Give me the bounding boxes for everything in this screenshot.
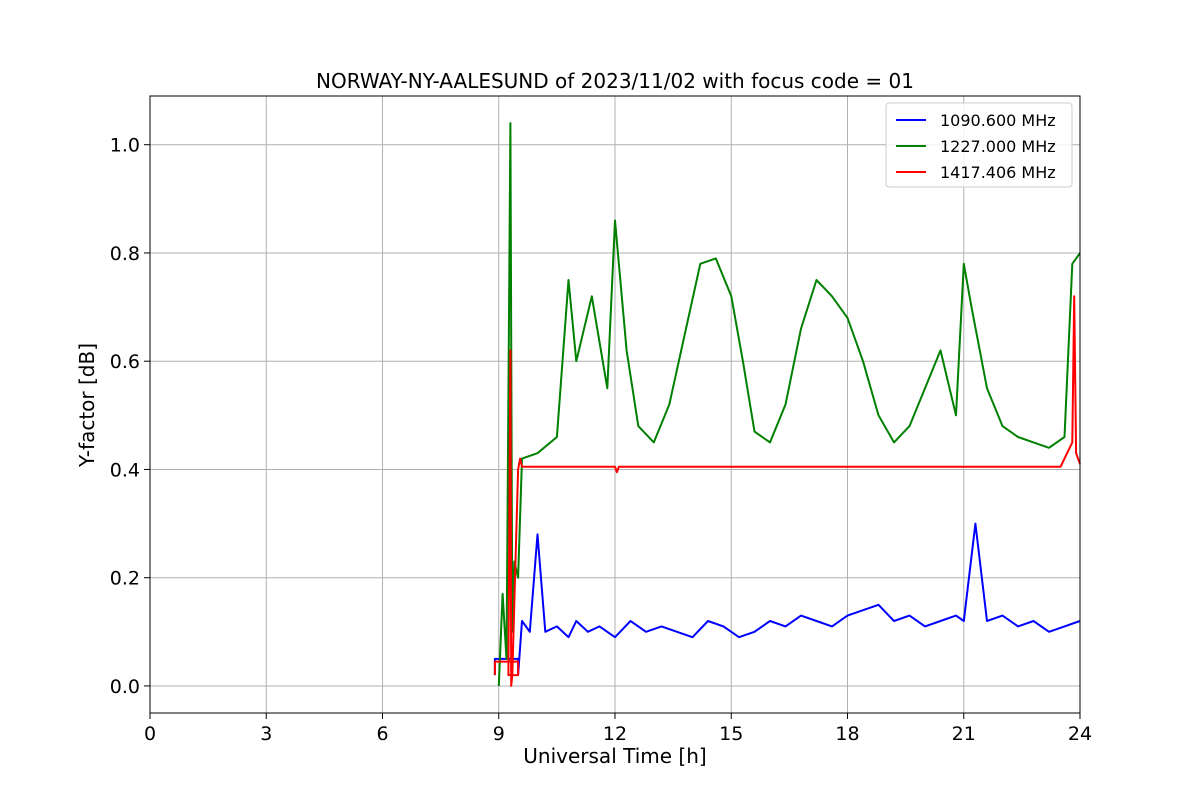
chart-title: NORWAY-NY-AALESUND of 2023/11/02 with fo… — [316, 69, 914, 93]
legend-label: 1417.406 MHz — [940, 163, 1056, 182]
y-axis-label: Y-factor [dB] — [75, 343, 99, 468]
series-line-1 — [493, 522, 1081, 677]
x-tick-label: 12 — [603, 723, 627, 745]
x-tick-label: 18 — [835, 723, 859, 745]
legend: 1090.600 MHz 1227.000 MHz 1417.406 MHz — [885, 102, 1073, 188]
x-tick-label: 3 — [260, 723, 272, 745]
x-tick-label: 9 — [493, 723, 505, 745]
y-tick-label: 0.4 — [110, 459, 140, 481]
legend-box — [885, 102, 1073, 188]
x-axis-label: Universal Time [h] — [523, 744, 706, 768]
x-tick-label: 21 — [952, 723, 976, 745]
y-tick-label: 1.0 — [110, 135, 140, 157]
y-tick-label: 0.8 — [110, 243, 140, 265]
y-tick-label: 0.2 — [110, 568, 140, 590]
x-tick-label: 24 — [1068, 723, 1092, 745]
x-tick-label: 0 — [144, 723, 156, 745]
legend-label: 1090.600 MHz — [940, 111, 1056, 130]
series-layer — [493, 122, 1081, 687]
ticks: 0 3 6 9 12 15 18 21 24 0.0 0.2 0.4 0.6 0.8 1.0 — [110, 135, 1092, 745]
legend-label: 1227.000 MHz — [940, 137, 1056, 156]
x-tick-label: 6 — [376, 723, 388, 745]
series-line-3 — [493, 295, 1081, 687]
y-tick-label: 0.6 — [110, 351, 140, 373]
series-line-2 — [497, 122, 1081, 686]
x-tick-label: 15 — [719, 723, 743, 745]
y-tick-label: 0.0 — [110, 676, 140, 698]
